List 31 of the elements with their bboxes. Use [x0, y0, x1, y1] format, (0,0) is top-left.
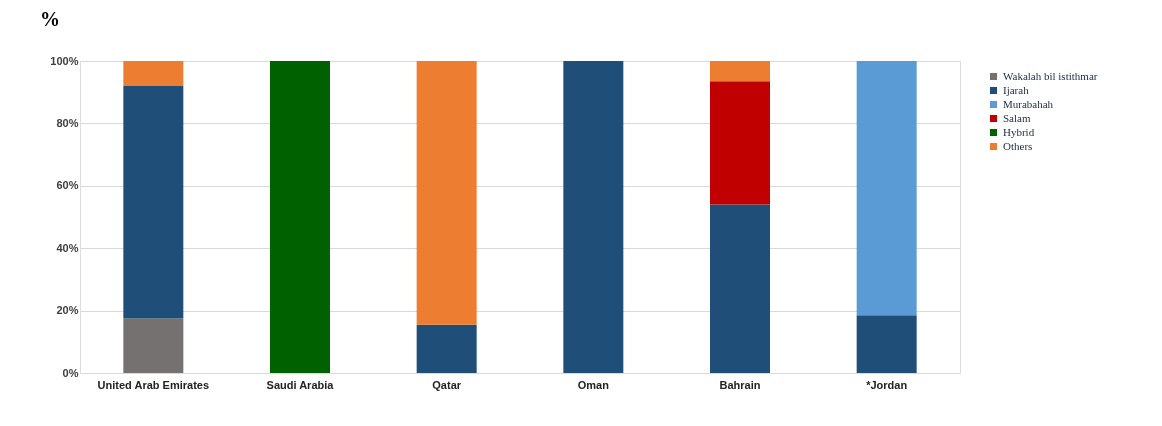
legend-label: Salam	[1003, 111, 1031, 124]
y-tick-label: 80%	[56, 116, 79, 129]
x-tick-label: Saudi Arabia	[266, 378, 335, 391]
bar	[416, 61, 477, 325]
bar	[710, 204, 770, 373]
y-tick-label: 20%	[56, 304, 79, 317]
bar	[416, 324, 477, 373]
x-tick-label: *Jordan	[866, 378, 908, 391]
y-tick-label: 60%	[56, 179, 79, 192]
y-tick-label: 0%	[62, 366, 79, 379]
bar	[563, 61, 624, 373]
x-tick-label: Bahrain	[719, 378, 761, 391]
bar	[710, 61, 770, 82]
x-tick-label: Oman	[577, 378, 610, 391]
x-tick-label: Qatar	[432, 378, 462, 391]
x-tick-label: United Arab Emirates	[97, 378, 210, 391]
legend-label: Ijarah	[1003, 83, 1030, 96]
legend-label: Murabahah	[1003, 97, 1054, 110]
chart-title: %	[40, 8, 60, 30]
y-tick-label: 40%	[56, 241, 79, 254]
bar	[856, 61, 917, 316]
bar	[123, 318, 184, 373]
legend-label: Wakalah bil istithmar	[1003, 69, 1098, 82]
legend-label: Others	[1003, 139, 1033, 152]
legend-label: Hybrid	[1003, 125, 1035, 138]
bar	[123, 85, 184, 319]
bar	[710, 81, 770, 205]
bar	[856, 315, 917, 373]
y-tick-label: 100%	[50, 54, 79, 67]
bar	[123, 61, 184, 86]
bar	[270, 61, 330, 373]
